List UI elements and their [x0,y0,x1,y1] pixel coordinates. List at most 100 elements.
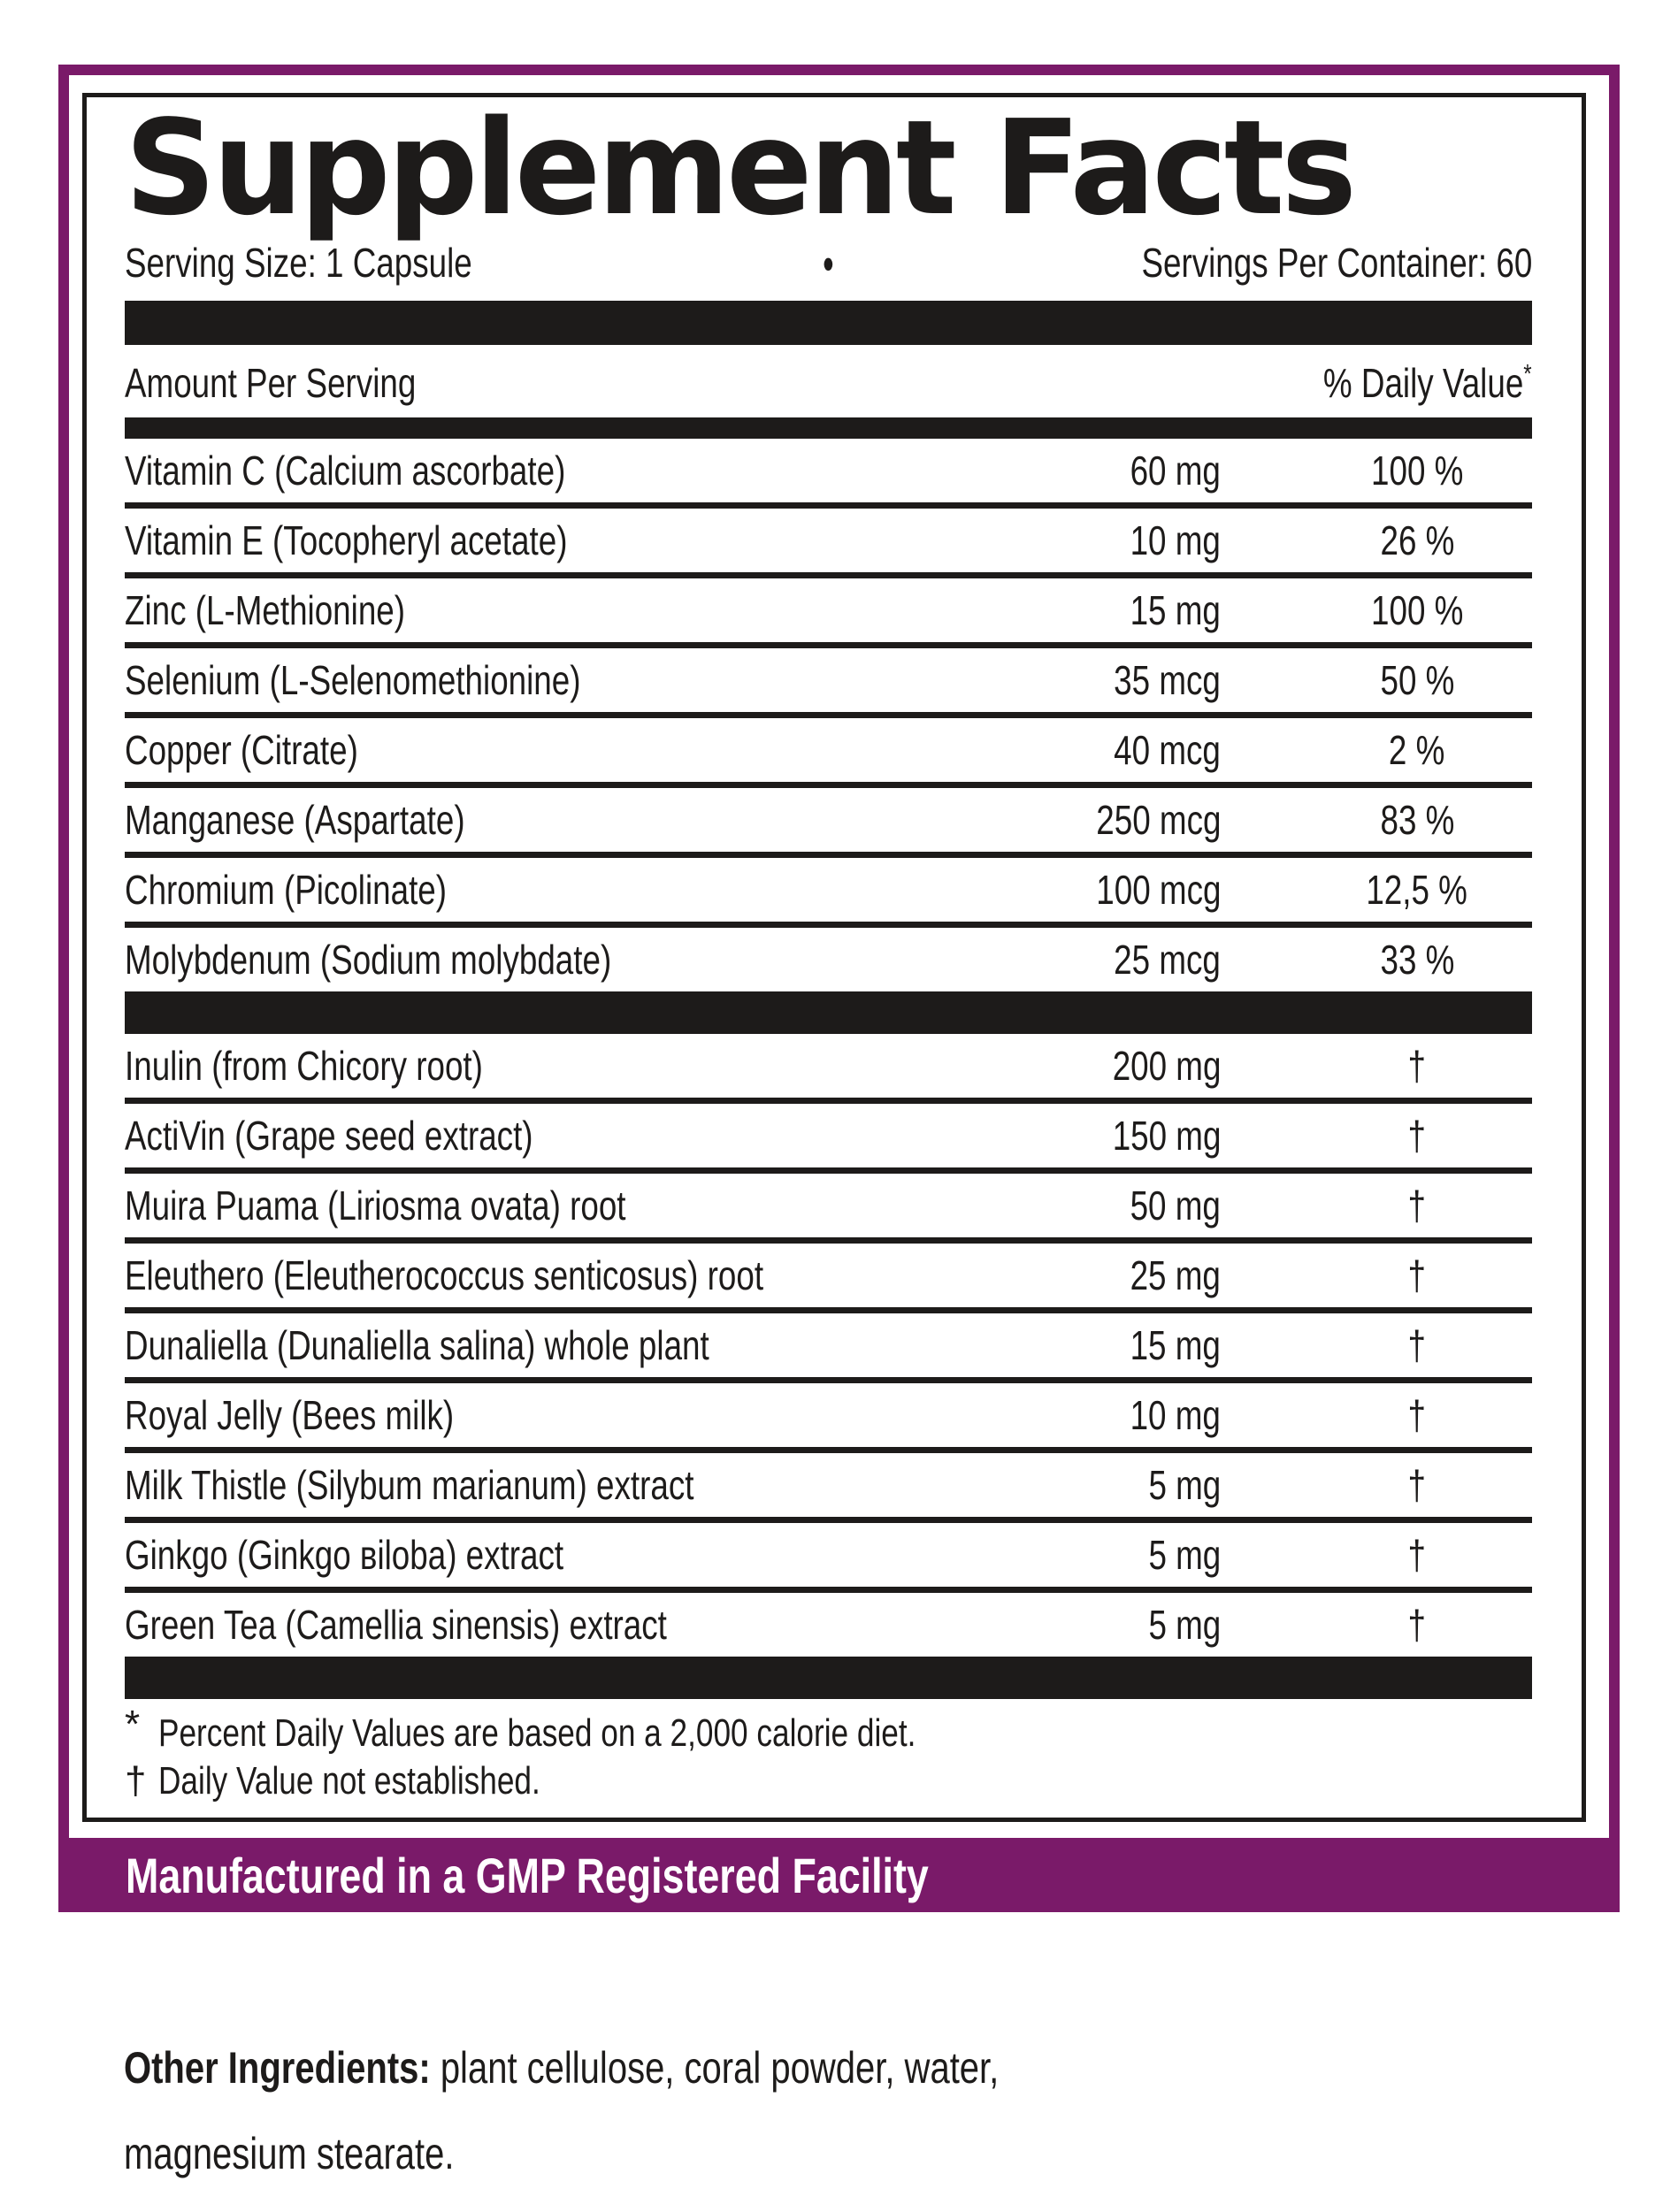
table-row: ActiVin (Grape seed extract) 150 mg † [125,1104,1532,1167]
row-daily-value: † [1407,1462,1427,1508]
supplement-label: Supplement Facts Serving Size: 1 Capsule… [58,65,1620,1912]
row-name: Dunaliella (Dunaliella salina) whole pla… [125,1322,709,1368]
column-header-daily-value: % Daily Value* [1323,359,1532,406]
row-amount: 5 mg [1148,1532,1221,1578]
table-row: Green Tea (Camellia sinensis) extract 5 m… [125,1593,1532,1657]
row-name: Chromium (Picolinate) [125,867,448,913]
table-row: Dunaliella (Dunaliella salina) whole pla… [125,1313,1532,1377]
row-daily-value: † [1407,1602,1427,1648]
row-daily-value: 12,5 % [1366,867,1468,913]
row-amount: 150 mg [1112,1113,1221,1159]
column-header-amount: Amount Per Serving [125,360,417,406]
table-row: Molybdenum (Sodium molybdate) 25 mcg 33 % [125,928,1532,991]
row-name: Inulin (from Chicory root) [125,1043,483,1089]
row-name: Copper (Citrate) [125,727,358,773]
section-divider-bar-bottom [125,1657,1532,1699]
row-name: Ginkgo (Ginkgo вiloba) extract [125,1532,564,1578]
table-header-row: Amount Per Serving % Daily Value* [125,345,1532,417]
footnote-dagger: † Daily Value not established. [125,1757,1532,1805]
row-amount: 15 mg [1130,1322,1221,1368]
bullet-separator: • [823,238,834,290]
footnotes: * Percent Daily Values are based on a 2,… [125,1699,1532,1805]
table-row: Zinc (L-Methionine) 15 mg 100 % [125,578,1532,642]
row-separator [125,1377,1532,1383]
table-row: Manganese (Aspartate) 250 mcg 83 % [125,788,1532,852]
row-separator [125,1517,1532,1523]
row-separator [125,572,1532,578]
row-amount: 5 mg [1148,1602,1221,1648]
row-amount: 40 mcg [1114,727,1221,773]
row-daily-value: † [1407,1392,1427,1438]
row-daily-value: 2 % [1389,727,1445,773]
gmp-banner: Manufactured in a GMP Registered Facilit… [69,1838,1609,1912]
row-separator [125,1307,1532,1313]
table-row: Vitamin C (Calcium ascorbate) 60 mg 100 % [125,439,1532,502]
row-amount: 50 mg [1130,1183,1221,1228]
row-separator [125,1587,1532,1593]
row-daily-value: 33 % [1380,937,1454,983]
table-row: Eleuthero (Eleutherococcus senticosus) r… [125,1244,1532,1307]
row-name: Selenium (L-Selenomethionine) [125,657,581,703]
row-name: Muira Puama (Liriosma ovata) root [125,1183,626,1228]
row-daily-value: 83 % [1380,797,1454,843]
row-amount: 25 mg [1130,1252,1221,1298]
other-ingredients-line2: magnesium stearate. [124,2129,455,2178]
serving-size-label: Serving Size: 1 Capsule [125,240,472,286]
row-daily-value: 26 % [1380,517,1454,563]
row-name: Zinc (L-Methionine) [125,587,406,633]
table-row: Royal Jelly (Bees milk) 10 mg † [125,1383,1532,1447]
page-title: Supplement Facts [125,92,1357,244]
row-daily-value: 100 % [1370,448,1464,494]
row-separator [125,642,1532,648]
table-row: Selenium (L-Selenomethionine) 35 mcg 50 % [125,648,1532,712]
other-ingredients-line1: Other Ingredients: plant cellulose, cora… [124,2025,1218,2111]
row-separator [125,852,1532,858]
header-divider-bar [125,417,1532,439]
footnote-text: Daily Value not established. [158,1759,540,1803]
row-amount: 60 mg [1130,448,1221,494]
row-name: Milk Thistle (Silybum marianum) extract [125,1462,694,1508]
row-name: Vitamin E (Tocopheryl acetate) [125,517,568,563]
row-daily-value: † [1407,1043,1427,1089]
row-name: Molybdenum (Sodium molybdate) [125,937,612,983]
table-row: Milk Thistle (Silybum marianum) extract 5… [125,1453,1532,1517]
table-row: Copper (Citrate) 40 mcg 2 % [125,718,1532,782]
row-daily-value: † [1407,1113,1427,1159]
other-ingredients-label: Other Ingredients: [124,2043,431,2093]
row-amount: 5 mg [1148,1462,1221,1508]
row-daily-value: 50 % [1380,657,1454,703]
label-inner-area: Supplement Facts Serving Size: 1 Capsule… [69,75,1609,1838]
dagger-mark: † [125,1759,147,1803]
row-daily-value: † [1407,1252,1427,1298]
other-ingredients-list: plant cellulose, coral powder, water, [430,2043,1000,2093]
facts-panel: Supplement Facts Serving Size: 1 Capsule… [82,93,1586,1822]
gmp-banner-text: Manufactured in a GMP Registered Facilit… [126,1847,929,1903]
row-separator [125,502,1532,509]
row-name: Royal Jelly (Bees milk) [125,1392,455,1438]
row-separator [125,1447,1532,1453]
serving-row: Serving Size: 1 Capsule • Servings Per C… [125,238,1532,290]
table-row: Muira Puama (Liriosma ovata) root 50 mg † [125,1174,1532,1237]
row-amount: 10 mg [1130,1392,1221,1438]
table-row: Inulin (from Chicory root) 200 mg † [125,1034,1532,1098]
row-daily-value: 100 % [1370,587,1464,633]
servings-per-container-label: Servings Per Container: 60 [1141,240,1532,286]
row-separator [125,1098,1532,1104]
footnote-text: Percent Daily Values are based on a 2,00… [158,1711,916,1755]
row-daily-value: † [1407,1532,1427,1578]
row-separator [125,1237,1532,1244]
row-name: Manganese (Aspartate) [125,797,465,843]
section-divider-bar-top [125,301,1532,345]
row-daily-value: † [1407,1183,1427,1228]
row-separator [125,1167,1532,1174]
asterisk-mark: * [125,1703,141,1746]
row-separator [125,922,1532,928]
row-name: Green Tea (Camellia sinensis) extract [125,1602,667,1648]
table-row: Chromium (Picolinate) 100 mcg 12,5 % [125,858,1532,922]
footnote-daily-value: * Percent Daily Values are based on a 2,… [125,1703,1532,1757]
row-amount: 10 mg [1130,517,1221,563]
row-name: ActiVin (Grape seed extract) [125,1113,533,1159]
row-amount: 200 mg [1112,1043,1221,1089]
row-separator [125,782,1532,788]
daily-value-asterisk: * [1523,359,1532,389]
